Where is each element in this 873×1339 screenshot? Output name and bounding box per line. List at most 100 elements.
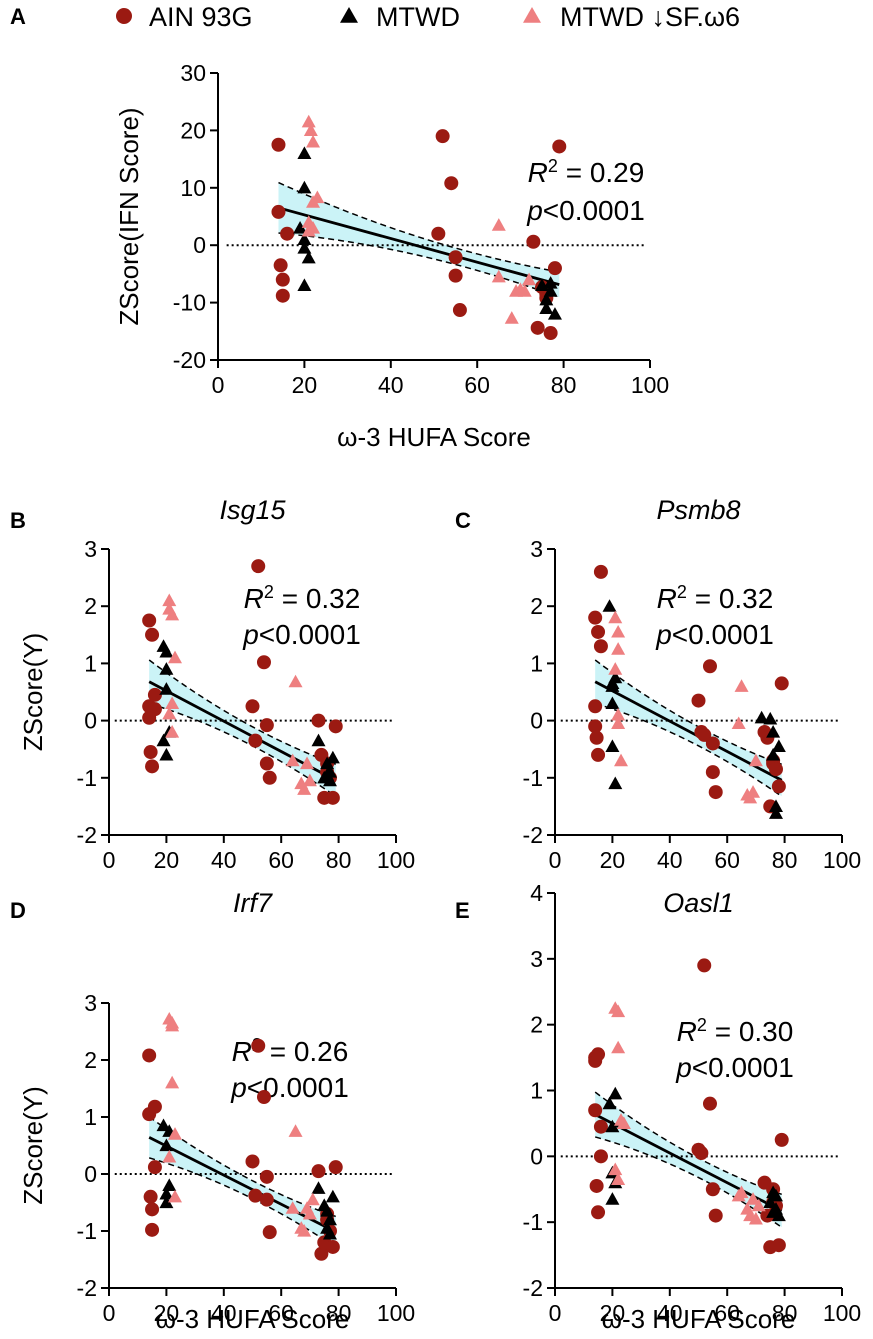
data-point — [156, 733, 171, 747]
panel-title: Irf7 — [233, 888, 273, 918]
data-point — [605, 1119, 620, 1133]
data-point — [297, 1224, 312, 1237]
data-point — [285, 753, 300, 767]
data-point — [771, 1208, 786, 1222]
data-point — [593, 1149, 608, 1164]
data-point — [602, 599, 617, 612]
data-point — [162, 593, 177, 607]
data-point — [734, 679, 749, 692]
data-point — [293, 220, 308, 234]
data-point — [275, 272, 290, 287]
series-ain — [588, 564, 789, 814]
y-tick-label: -2 — [77, 822, 97, 848]
data-point — [611, 1040, 626, 1054]
r-superscript: 2 — [548, 156, 558, 176]
x-tick-label: 0 — [212, 372, 225, 398]
r-squared-label: R2 = 0.30 — [677, 1015, 794, 1047]
x-tick-label: 60 — [268, 847, 294, 873]
data-point — [605, 696, 620, 710]
panel-letter: A — [10, 4, 26, 29]
data-point — [310, 190, 325, 204]
y-tick-label: -2 — [77, 1275, 97, 1301]
data-point — [311, 713, 326, 728]
x-tick-label: 0 — [103, 847, 116, 873]
series-mtwd — [602, 599, 786, 819]
data-point — [142, 613, 157, 628]
data-point — [768, 799, 783, 812]
x-tick-label: 100 — [823, 847, 861, 873]
data-point — [602, 1096, 617, 1110]
data-point — [301, 250, 316, 264]
data-point — [168, 650, 183, 664]
data-point — [547, 261, 562, 276]
data-point — [444, 176, 459, 191]
data-point — [611, 624, 626, 638]
data-point — [259, 1169, 274, 1184]
data-point — [766, 725, 781, 738]
data-point — [734, 1185, 749, 1199]
data-point — [526, 234, 541, 249]
data-point — [591, 747, 606, 762]
legend-label: MTWD — [376, 2, 460, 32]
r-symbol: R — [244, 583, 264, 614]
x-axis-label: ω-3 HUFA Score — [156, 1304, 350, 1334]
x-tick-label: 60 — [464, 372, 490, 398]
r-superscript: 2 — [264, 582, 274, 602]
data-point — [259, 718, 274, 733]
data-point — [611, 707, 626, 721]
x-tick-label: 40 — [211, 1300, 237, 1326]
data-point — [708, 1208, 723, 1223]
data-point — [165, 1018, 180, 1032]
confidence-band — [595, 660, 782, 797]
y-tick-label: 30 — [180, 60, 206, 86]
data-point — [746, 785, 761, 798]
data-point — [159, 682, 174, 695]
data-point — [297, 232, 312, 246]
data-point — [705, 736, 720, 751]
data-point — [491, 269, 506, 283]
data-point — [275, 288, 290, 303]
data-point — [143, 1189, 158, 1204]
data-point — [301, 223, 316, 237]
y-tick-label: 2 — [530, 1012, 543, 1038]
data-point — [168, 1127, 183, 1140]
data-point — [774, 676, 789, 691]
data-point — [530, 320, 545, 335]
panel-letter: C — [455, 508, 471, 533]
data-point — [731, 716, 746, 730]
data-point — [147, 1099, 162, 1114]
data-point — [751, 1198, 766, 1212]
data-point — [162, 1149, 177, 1163]
y-tick-label: 1 — [530, 650, 543, 676]
data-point — [611, 1172, 626, 1185]
data-point — [543, 326, 558, 341]
y-tick-label: 3 — [84, 536, 97, 562]
data-point — [302, 1206, 317, 1220]
x-tick-label: 100 — [631, 372, 669, 398]
data-point — [165, 607, 180, 621]
data-point — [608, 610, 623, 624]
data-point — [748, 1211, 763, 1225]
data-point — [145, 627, 160, 642]
x-tick-label: 100 — [377, 1300, 415, 1326]
data-point — [322, 1226, 337, 1240]
confidence-upper-line — [594, 1091, 782, 1196]
data-point — [539, 292, 554, 306]
data-point — [517, 284, 532, 297]
data-point — [591, 1205, 606, 1220]
data-point — [248, 1188, 263, 1203]
y-tick-label: 4 — [530, 880, 543, 906]
data-point — [256, 655, 271, 670]
data-point — [608, 1086, 623, 1100]
data-point — [156, 1118, 171, 1132]
series-ain — [271, 129, 567, 341]
data-point — [159, 644, 174, 658]
data-point — [588, 1103, 603, 1118]
data-point — [325, 1189, 340, 1203]
panel-letter: E — [455, 898, 470, 923]
data-point — [702, 659, 717, 674]
legend: AIN 93G MTWD MTWD ↓SF.ω6 — [116, 2, 740, 32]
r-value: = 0.30 — [707, 1016, 793, 1047]
